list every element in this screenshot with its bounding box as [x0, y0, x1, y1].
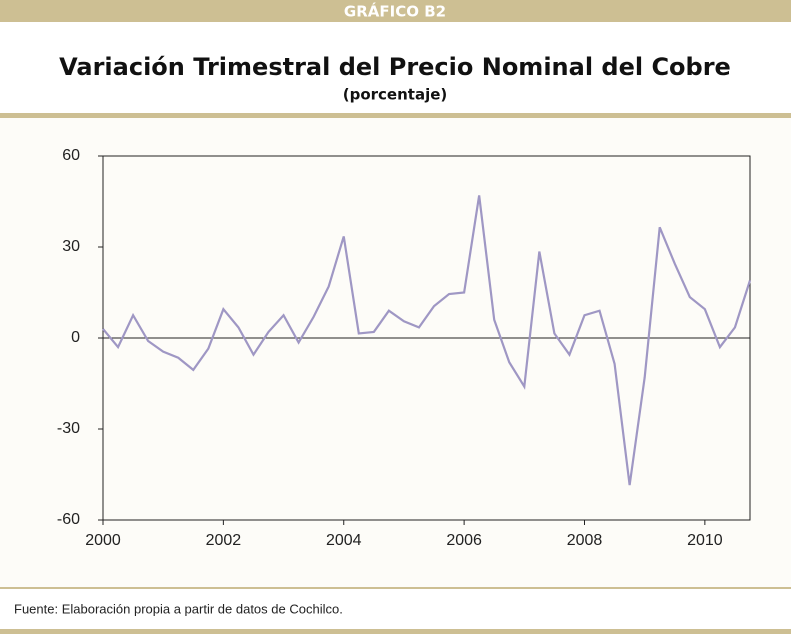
header-band: [0, 0, 791, 22]
x-tick-label: 2010: [687, 532, 723, 549]
x-tick-label: 2008: [567, 532, 603, 549]
plot-background: [0, 118, 791, 588]
chart-title: Variación Trimestral del Precio Nominal …: [59, 53, 731, 81]
y-tick-label: -30: [57, 420, 80, 437]
x-tick-label: 2006: [446, 532, 482, 549]
source-note: Fuente: Elaboración propia a partir de d…: [14, 601, 343, 616]
y-tick-label: 60: [62, 147, 80, 164]
x-tick-label: 2002: [206, 532, 242, 549]
divider: [0, 629, 791, 634]
divider: [0, 113, 791, 118]
x-tick-label: 2004: [326, 532, 362, 549]
x-tick-label: 2000: [85, 532, 121, 549]
y-tick-label: 30: [62, 238, 80, 255]
chart-subtitle: (porcentaje): [343, 86, 448, 104]
y-tick-label: 0: [71, 329, 80, 346]
y-tick-label: -60: [57, 511, 80, 528]
header-label: GRÁFICO B2: [344, 2, 446, 21]
data-line: [102, 195, 752, 486]
divider: [0, 587, 791, 589]
